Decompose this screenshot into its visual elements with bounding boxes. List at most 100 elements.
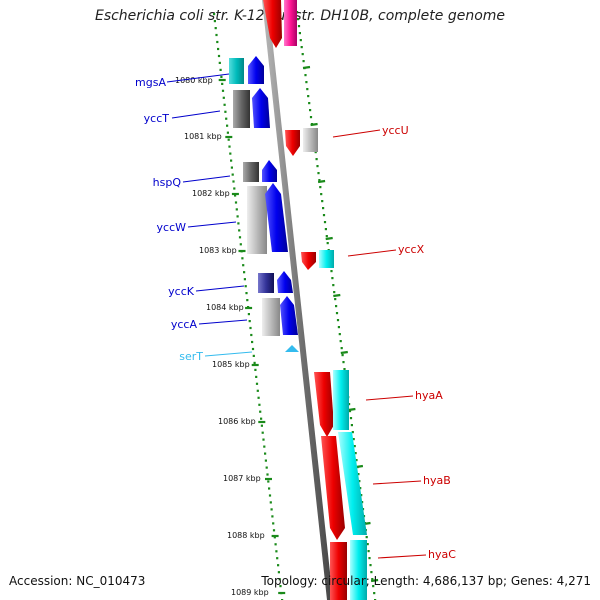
ruler-label: 1088 kbp [227,531,265,540]
gene-label-yccK[interactable]: yccK [168,285,195,298]
ruler-dot [366,543,369,546]
ruler-dot [316,165,319,168]
feature-yccX-cds [301,252,316,270]
ruler-dot [352,438,355,441]
ruler-dot [277,571,280,574]
ruler-dot [369,564,372,567]
gene-label-hyaA[interactable]: hyaA [415,389,443,402]
gene-label-yccU[interactable]: yccU [382,124,409,137]
ruler-tick [348,407,356,412]
ruler-dot [307,95,310,98]
gene-label-hyaC[interactable]: hyaC [428,548,456,561]
ruler-dot [339,340,342,343]
gene-label-hyaB[interactable]: hyaB [423,474,451,487]
ruler-dot [351,431,354,434]
ruler-dot [262,438,265,441]
ruler-dot [301,53,304,56]
ruler-dot [257,396,260,399]
ruler-dot [336,319,340,322]
feature-hya-top-pink [284,0,297,46]
ruler-dot [239,243,242,246]
ruler-dot [358,480,361,483]
ruler-dot [216,40,219,44]
ruler-dot [298,32,301,35]
ruler-dot [221,82,224,85]
ruler-dot [235,208,238,211]
ruler-dot [255,382,259,385]
feature-yccW-cds [265,183,288,252]
callout-line [187,221,237,228]
feature-hspQ-cds [262,160,277,182]
feature-yccX-cog [319,250,334,268]
ruler-dot [334,298,337,301]
ruler-label: 1080 kbp [175,76,213,85]
ruler-dot [268,487,271,490]
accession-text: Accession: NC_010473 [9,574,146,588]
callout-line [377,554,427,559]
callout-line [182,175,231,183]
gene-label-yccA[interactable]: yccA [171,318,198,331]
ruler-dot [274,543,277,546]
gene-label-hspQ[interactable]: hspQ [153,176,182,189]
ruler-dot [256,389,259,392]
ruler-label: 1082 kbp [192,189,230,198]
feature-yccA-cds [280,296,298,335]
ruler-dot [317,172,320,175]
ruler-dot [252,354,255,357]
gene-label-mgsA[interactable]: mgsA [135,76,166,89]
ruler-dot [241,257,244,260]
gene-label-yccX[interactable]: yccX [398,243,425,256]
ruler-dot [228,145,231,148]
ruler-dot [348,410,352,413]
ruler-dot [218,61,221,64]
feature-mgsA-cog [229,58,244,84]
ruler-dot [359,487,362,490]
ruler-dot [272,529,276,532]
ruler-dot [306,88,309,91]
ruler-dot [226,124,229,127]
callout-line [195,285,245,292]
ruler-dot [226,131,229,134]
ruler-dot [367,550,370,553]
ruler-dot [321,200,324,203]
ruler-dot [299,39,302,42]
ruler-label: 1089 kbp [231,588,269,597]
gene-label-yccT[interactable]: yccT [144,112,170,125]
ruler-dot [258,403,261,406]
gene-label-yccW[interactable]: yccW [157,221,187,234]
ruler-dot [223,103,226,106]
callout-line [171,110,221,119]
ruler-dot [354,452,357,455]
ruler-dot [273,536,276,539]
ruler-dot [350,424,353,427]
ruler-dot [348,403,351,406]
feature-hyaC-cds [330,542,347,600]
genome-summary-text: Topology: circular; Length: 4,686,137 bp… [261,574,591,588]
ruler-dot [250,333,253,337]
ruler-dot [365,536,368,539]
ruler-dot [309,116,313,119]
ruler-dot [323,221,327,224]
feature-yccA-cog [262,298,280,336]
ruler-dot [300,46,303,49]
ruler-dot [341,354,344,357]
ruler-dot [254,368,257,371]
ruler-dot [259,410,262,413]
ruler-dot [230,166,233,169]
ruler-dot [248,320,251,323]
feature-hyaB-cog [338,432,367,535]
ruler-dot [357,473,360,476]
ruler-label: 1084 kbp [206,303,244,312]
feature-hyaA-cog [333,370,349,430]
ruler-dot [320,193,323,196]
ruler-dot [213,13,216,16]
ruler-dot [372,585,375,588]
gene-label-serT[interactable]: serT [179,350,203,363]
ruler-dot [305,81,308,84]
callout-line [347,249,397,257]
ruler-dot [245,292,248,295]
ruler-dot [264,452,267,455]
ruler-dot [331,277,334,280]
feature-hya-top-red [263,0,282,48]
ruler-label: 1085 kbp [212,360,250,369]
